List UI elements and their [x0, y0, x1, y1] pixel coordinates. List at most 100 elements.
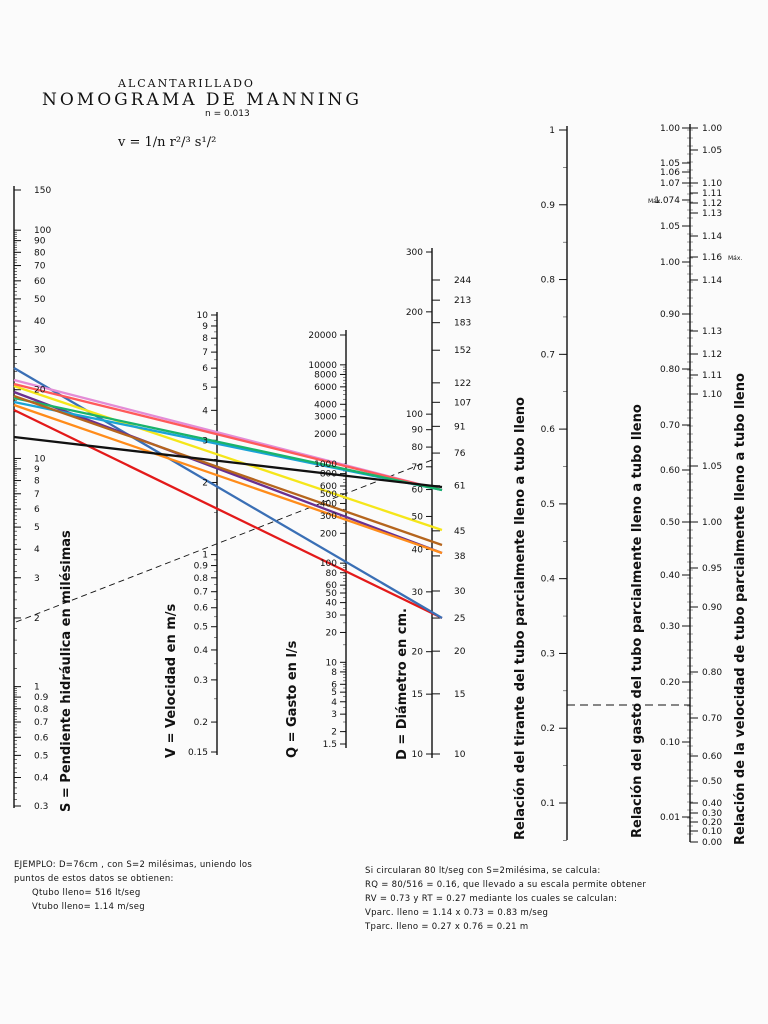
d-right-tick-label: 122 [454, 379, 471, 389]
q-tick-label: 2 [331, 728, 337, 738]
r-right-tick-label: 1.14 [702, 232, 722, 242]
q-tick-label: 400 [320, 499, 337, 509]
r-right-tick-label: 0.95 [702, 564, 722, 574]
q-tick-label: 800 [320, 470, 337, 480]
example-dashed-line [15, 459, 433, 623]
q-tick-label: 4 [331, 698, 337, 708]
solution-line [13, 384, 443, 532]
q-axis-title: Q = Gasto en l/s [285, 640, 300, 758]
q-tick-label: 8000 [314, 370, 337, 380]
g-left-tick-label: 0.01 [660, 813, 680, 823]
s-tick-label: 0.3 [34, 802, 48, 812]
header-title: NOMOGRAMA DE MANNING [42, 90, 362, 110]
s-tick-label: 50 [34, 295, 46, 305]
solution-line [13, 382, 443, 492]
v-tick-label: 9 [202, 322, 208, 332]
v-tick-label: 5 [202, 383, 208, 393]
r-right-tick-label: 1.00 [702, 518, 722, 528]
d-left-tick-label: 15 [412, 690, 423, 700]
g-left-tick-label: 0.70 [660, 421, 680, 431]
d-left-tick-label: 90 [412, 426, 424, 436]
d-axis-title: D = Diámetro en cm. [395, 608, 410, 760]
v-tick-label: 0.3 [194, 676, 208, 686]
g-axis-title: Relación del gasto del tubo parcialmente… [630, 404, 645, 838]
example-line-4: Vtubo lleno= 1.14 m/seg [32, 902, 145, 912]
d-right-tick-label: 45 [454, 527, 465, 537]
s-tick-label: 80 [34, 248, 46, 258]
g-left-tick-label: 1.07 [660, 179, 680, 189]
d-left-tick-label: 80 [412, 443, 424, 453]
r-axis-title: Relación de la velocidad de tubo parcial… [733, 373, 748, 845]
max-mark: Máx. [648, 198, 662, 205]
g-left-tick-label: 0.60 [660, 466, 680, 476]
q-tick-label: 30 [326, 611, 338, 621]
s-tick-label: 20 [34, 386, 46, 396]
r-right-tick-label: 0.20 [702, 818, 722, 828]
r-right-tick-label: 1.00 [702, 124, 722, 134]
v-tick-label: 7 [202, 348, 208, 358]
r-right-tick-label: 1.12 [702, 350, 722, 360]
s-tick-label: 8 [34, 477, 40, 487]
v-tick-label: 0.6 [194, 604, 209, 614]
g-left-tick-label: 1.074 [654, 196, 680, 206]
g-left-tick-label: 0.90 [660, 310, 680, 320]
solution-line [13, 394, 443, 547]
q-tick-label: 50 [326, 589, 338, 599]
s-tick-label: 0.7 [34, 718, 48, 728]
g-left-tick-label: 0.40 [660, 571, 680, 581]
calc-line-1: Si circularan 80 lt/seg con S=2milésima,… [365, 866, 601, 876]
g-left-tick-label: 1.00 [660, 124, 680, 134]
v-tick-label: 6 [202, 364, 208, 374]
d-right-tick-label: 30 [454, 587, 466, 597]
s-tick-label: 0.9 [34, 693, 49, 703]
v-tick-label: 0.2 [194, 718, 208, 728]
r-right-tick-label: 1.05 [702, 462, 722, 472]
q-tick-label: 600 [320, 482, 337, 492]
example-line-3: Qtubo lleno= 516 lt/seg [32, 888, 141, 898]
r-right-tick-label: 1.05 [702, 146, 722, 156]
s-tick-label: 70 [34, 262, 46, 272]
solution-line [13, 367, 443, 619]
t-tick-label: 0.5 [541, 500, 555, 510]
r-right-tick-label: 1.10 [702, 179, 722, 189]
r-right-tick-label: 0.50 [702, 777, 722, 787]
s-tick-label: 2 [34, 614, 40, 624]
r-right-tick-label: 0.30 [702, 809, 722, 819]
q-tick-label: 20 [326, 628, 338, 638]
q-tick-label: 4000 [314, 400, 337, 410]
d-left-tick-label: 200 [406, 308, 423, 318]
s-tick-label: 3 [34, 574, 40, 584]
s-axis-title: S = Pendiente hidráulica en milésimas [59, 530, 74, 812]
d-left-tick-label: 100 [406, 410, 423, 420]
r-right-tick-label: 1.10 [702, 390, 722, 400]
solution-lines [13, 367, 690, 706]
r-right-tick-label: 0.80 [702, 668, 722, 678]
v-tick-label: 0.8 [194, 574, 209, 584]
example-line-1: EJEMPLO: D=76cm , con S=2 milésimas, uni… [14, 860, 253, 870]
v-tick-label: 3 [202, 436, 208, 446]
d-left-tick-label: 40 [412, 545, 424, 555]
s-tick-label: 6 [34, 505, 40, 515]
solution-line [13, 408, 443, 620]
q-tick-label: 1.5 [323, 740, 337, 750]
v-tick-label: 4 [202, 406, 208, 416]
g-left-tick-label: 1.06 [660, 168, 680, 178]
q-tick-label: 3 [331, 710, 337, 720]
calc-line-4: Vparc. lleno = 1.14 x 0.73 = 0.83 m/seg [365, 908, 549, 918]
d-right-tick-label: 76 [454, 449, 466, 459]
v-tick-label: 0.5 [194, 623, 208, 633]
t-tick-label: 0.3 [541, 649, 555, 659]
r-right-tick-label: 1.13 [702, 327, 722, 337]
t-tick-label: 0.7 [541, 350, 555, 360]
s-tick-label: 0.6 [34, 733, 49, 743]
r-right-tick-label: 0.00 [702, 838, 722, 848]
g-left-tick-label: 1.05 [660, 222, 680, 232]
q-tick-label: 2000 [314, 430, 337, 440]
d-right-tick-label: 152 [454, 346, 471, 356]
roughness-coefficient: n = 0.013 [205, 109, 250, 119]
g-left-tick-label: 0.10 [660, 738, 680, 748]
d-right-tick-label: 61 [454, 482, 465, 492]
g-left-tick-label: 0.30 [660, 622, 680, 632]
r-right-tick-label: 0.70 [702, 714, 722, 724]
max-mark: Máx. [728, 255, 742, 262]
